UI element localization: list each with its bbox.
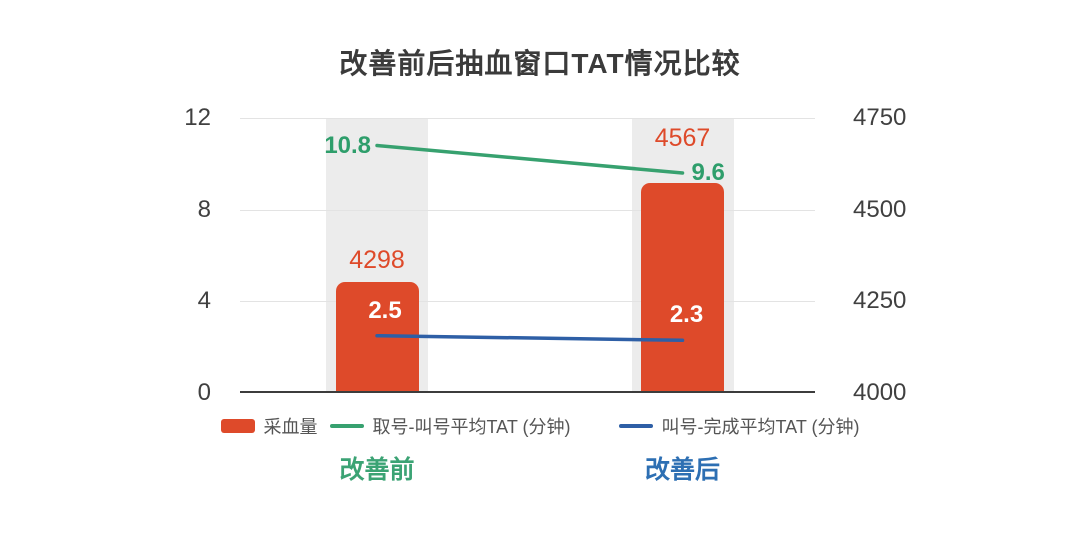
category-label: 改善后 — [645, 456, 721, 484]
grid-line — [240, 209, 815, 211]
tick-label-right: 4750 — [853, 104, 907, 131]
line-series-layer — [375, 143, 685, 343]
grid-line — [240, 118, 815, 119]
tick-label-left: 8 — [197, 195, 211, 223]
legend-line-swatch-icon — [618, 424, 653, 428]
green-line-value-label: 9.6 — [691, 159, 725, 186]
plot-area: 12 8 4 0 4750 4500 4250 4000 4298 4567 10.8 9.6 2.5 2… — [184, 104, 906, 406]
legend-item: 取号-叫号平均TAT (分钟) — [329, 413, 571, 439]
grid-line — [240, 301, 815, 303]
legend-line-swatch-icon — [329, 424, 364, 428]
chart-title: 改善前后抽血窗口TAT情况比较 — [339, 48, 741, 79]
legend: 采血量 取号-叫号平均TAT (分钟) 叫号-完成平均TAT (分钟) — [0, 413, 1080, 439]
blue-tat-line — [375, 333, 685, 343]
legend-item-label: 叫号-完成平均TAT (分钟) — [661, 417, 860, 437]
tick-label-right: 4250 — [853, 287, 907, 315]
green-tat-line — [375, 143, 685, 175]
tick-label-right: 4000 — [853, 379, 907, 406]
bar-value-label: 4298 — [349, 245, 405, 274]
blue-line-value-label: 2.5 — [368, 296, 402, 324]
bar-series-caixueliang — [641, 183, 725, 391]
bar-value-label: 4567 — [654, 124, 711, 152]
category-label: 改善前 — [339, 456, 415, 484]
tick-label-left: 4 — [197, 287, 211, 315]
legend-item: 叫号-完成平均TAT (分钟) — [618, 413, 860, 439]
tick-label-left: 0 — [197, 379, 211, 406]
legend-item: 采血量 — [220, 413, 318, 439]
tick-label-right: 4500 — [853, 195, 907, 223]
legend-item-label: 取号-叫号平均TAT (分钟) — [372, 417, 571, 437]
green-line-value-label: 10.8 — [324, 131, 372, 159]
tick-label-left: 12 — [184, 104, 211, 131]
legend-bar-swatch-icon — [220, 419, 255, 433]
blue-line-value-label: 2.3 — [669, 301, 704, 329]
legend-item-label: 采血量 — [263, 417, 318, 437]
